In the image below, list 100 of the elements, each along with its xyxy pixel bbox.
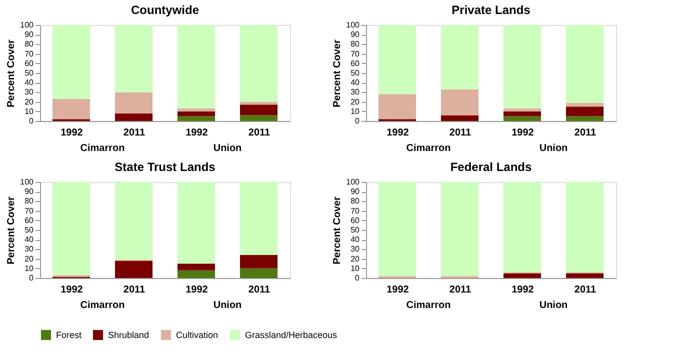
bar — [441, 115, 478, 121]
bar — [240, 104, 278, 116]
bar — [115, 260, 152, 278]
y-tick-label: 60 — [24, 216, 34, 225]
text: Union — [213, 143, 242, 154]
bar — [240, 182, 278, 255]
x-tick-label: 2011 — [248, 284, 271, 296]
y-tick-label: 90 — [350, 30, 360, 40]
bar — [504, 273, 541, 278]
bar — [178, 25, 215, 109]
y-tick-label: 20 — [24, 97, 34, 106]
y-tick-label: 0 — [29, 116, 34, 126]
y-tick-label: 70 — [24, 49, 34, 58]
x-tick-label: 1992 — [386, 128, 410, 138]
y-tick-label: 100 — [346, 20, 360, 30]
y-tick-label: 100 — [20, 20, 34, 30]
bar — [178, 264, 215, 270]
y-tick-label: 20 — [350, 254, 360, 264]
y-tick-label: 50 — [350, 226, 360, 234]
y-tick-label: 10 — [24, 106, 34, 116]
bar — [504, 116, 541, 121]
legend-label: Grassland/Herbaceous — [245, 330, 338, 340]
y-tick-label: 0 — [355, 116, 360, 126]
y-tick-label: 30 — [24, 244, 34, 254]
y-tick-label: 80 — [350, 40, 360, 49]
bar — [566, 116, 604, 121]
text: Union — [539, 143, 568, 154]
bar — [52, 182, 90, 276]
text: Cimarron — [80, 143, 125, 154]
bar — [52, 25, 90, 99]
bar — [566, 106, 604, 116]
y-tick-label: 30 — [350, 244, 360, 254]
bar — [378, 182, 416, 276]
x-tick-label: 2011 — [449, 128, 472, 138]
x-tick-label: 2011 — [449, 284, 472, 296]
bar — [178, 270, 215, 278]
y-tick-label: 0 — [355, 274, 360, 282]
x-tick-label: 2011 — [123, 284, 146, 296]
bar — [178, 108, 215, 112]
chart-title: Private Lands — [452, 3, 531, 17]
y-axis-title: Percent Cover — [6, 196, 18, 264]
bar — [441, 89, 478, 116]
chart-title: State Trust Lands — [114, 160, 216, 174]
bar — [566, 25, 604, 103]
bar — [566, 273, 604, 278]
y-tick-label: 90 — [24, 30, 34, 40]
y-tick-label: 60 — [350, 216, 360, 225]
y-tick-label: 70 — [24, 206, 34, 216]
legend-label: Cultivation — [176, 330, 218, 340]
y-tick-label: 20 — [24, 254, 34, 264]
bar — [52, 98, 90, 120]
bar — [178, 182, 215, 264]
x-tick-label: 1992 — [186, 284, 208, 296]
y-tick-label: 40 — [24, 235, 34, 244]
legend-label: Forest — [56, 330, 82, 340]
y-tick-label: 10 — [24, 264, 34, 273]
bar — [240, 254, 278, 268]
x-tick-label: 1992 — [386, 284, 410, 296]
bar — [178, 116, 215, 121]
bar — [178, 111, 215, 116]
bar — [441, 25, 478, 90]
bar — [115, 92, 152, 114]
y-tick-label: 10 — [350, 264, 360, 273]
y-tick-label: 70 — [350, 206, 360, 216]
text: Union — [213, 300, 242, 311]
bar — [115, 25, 152, 92]
y-tick-label: 100 — [346, 178, 360, 186]
y-tick-label: 0 — [29, 274, 34, 282]
y-axis-title: Percent Cover — [6, 39, 18, 108]
legend-label: Shrubland — [108, 330, 150, 340]
bar — [441, 182, 478, 276]
bar — [115, 113, 152, 121]
x-tick-label: 2011 — [123, 128, 146, 138]
y-tick-label: 70 — [350, 49, 360, 58]
y-tick-label: 80 — [350, 196, 360, 206]
text: Cimarron — [80, 300, 125, 311]
x-tick-label: 1992 — [512, 128, 534, 138]
y-tick-label: 30 — [350, 88, 360, 97]
x-tick-label: 1992 — [186, 128, 208, 138]
bar — [240, 268, 278, 278]
y-tick-label: 40 — [350, 235, 360, 244]
y-tick-label: 50 — [350, 68, 360, 78]
y-tick-label: 50 — [24, 226, 34, 234]
text: Cimarron — [406, 300, 451, 311]
y-tick-label: 40 — [24, 78, 34, 88]
bar — [504, 182, 541, 272]
y-tick-label: 80 — [24, 196, 34, 206]
bar — [240, 25, 278, 102]
x-tick-label: 2011 — [574, 284, 597, 296]
chart-title: Countywide — [131, 3, 200, 17]
x-tick-label: 1992 — [60, 284, 84, 296]
chart-title: Federal Lands — [450, 160, 532, 174]
bar — [566, 102, 604, 107]
x-tick-label: 2011 — [574, 128, 597, 138]
y-tick-label: 80 — [24, 40, 34, 49]
bar — [566, 182, 604, 272]
text: Union — [539, 300, 568, 311]
y-tick-label: 90 — [350, 187, 360, 196]
text: Cimarron — [406, 143, 451, 154]
bar — [504, 111, 541, 116]
